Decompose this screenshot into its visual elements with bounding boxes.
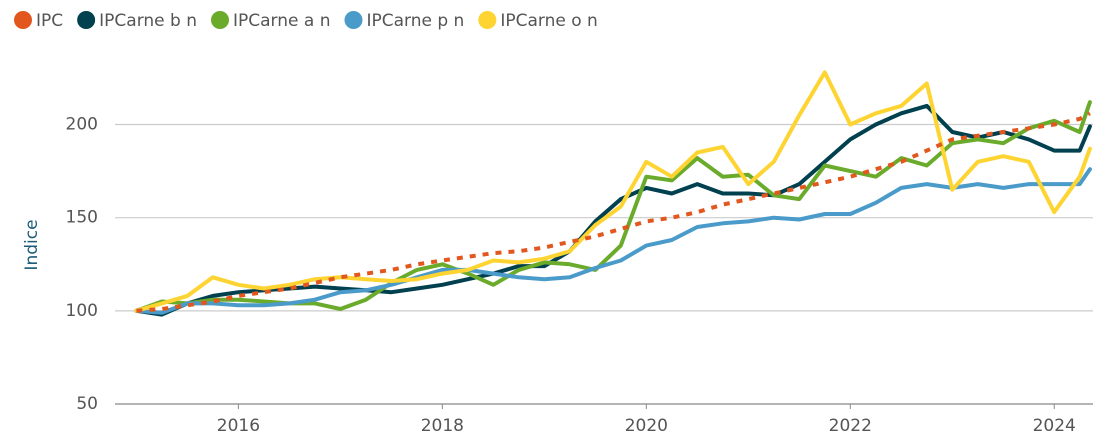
y-tick-label: 150 — [66, 208, 98, 228]
series-line — [134, 103, 1092, 317]
x-tick-label: 2020 — [625, 416, 668, 436]
legend-marker — [14, 11, 32, 29]
y-tick-label: 50 — [76, 394, 98, 414]
x-tick-label: 2016 — [217, 416, 260, 436]
legend-label: IPC — [36, 11, 63, 31]
legend-label: IPCarne p n — [366, 11, 464, 31]
series-line — [134, 70, 1092, 313]
legend-label: IPCarne b n — [99, 11, 197, 31]
series-line — [134, 167, 1092, 315]
y-tick-label: 200 — [66, 115, 98, 135]
x-tick-label: 2022 — [829, 416, 872, 436]
x-tick-label: 2024 — [1033, 416, 1076, 436]
legend-label: IPCarne a n — [233, 11, 330, 31]
legend-marker — [211, 11, 229, 29]
legend-marker — [478, 11, 497, 29]
y-tick-label: 100 — [66, 301, 98, 321]
legend-label: IPCarne o n — [500, 11, 597, 31]
x-tick-label: 2018 — [421, 416, 464, 436]
y-axis-label: Indice — [22, 219, 42, 270]
legend-marker — [77, 11, 96, 29]
legend-marker — [344, 11, 363, 29]
